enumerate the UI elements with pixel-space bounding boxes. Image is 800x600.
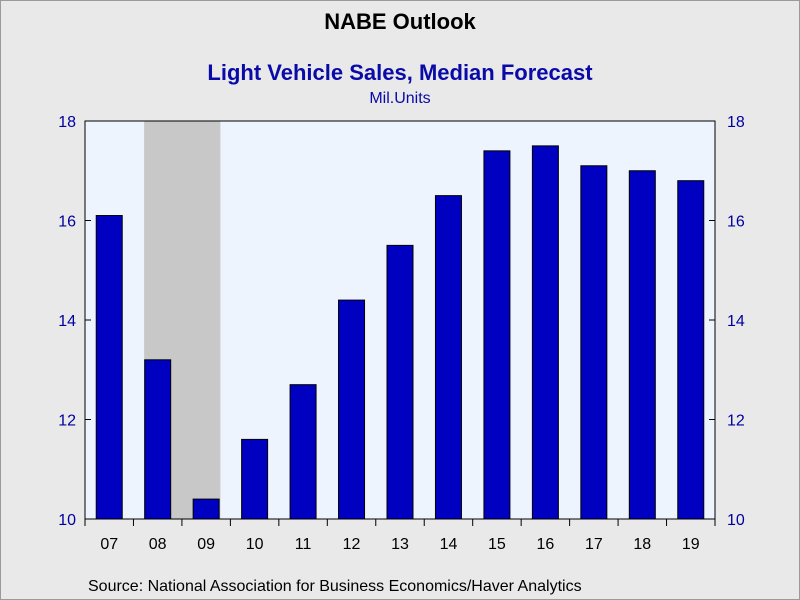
source-note: Source: National Association for Busines… <box>88 578 582 595</box>
x-axis: 07 08 09 10 11 12 13 14 15 16 17 18 19 <box>84 519 716 553</box>
bar-14 <box>434 195 462 520</box>
x-tick-label: 10 <box>246 536 264 553</box>
bar-10 <box>241 438 269 520</box>
x-tick-label: 11 <box>295 536 312 553</box>
left-tick-label: 14 <box>58 313 76 330</box>
x-tick-label: 15 <box>488 536 506 553</box>
x-tick-label: 14 <box>440 536 458 553</box>
x-tick-label: 09 <box>197 536 215 553</box>
bar-08 <box>144 359 172 520</box>
chart-units-label: Mil.Units <box>369 90 431 107</box>
right-tick-label: 18 <box>727 114 745 131</box>
chart-subtitle: Light Vehicle Sales, Median Forecast <box>207 60 593 85</box>
bar-12 <box>338 299 366 520</box>
bar-07 <box>95 215 123 520</box>
right-tick-label: 12 <box>727 413 745 430</box>
x-tick-label: 07 <box>100 536 118 553</box>
x-tick-label: 18 <box>633 536 651 553</box>
bars-group <box>95 145 705 520</box>
bar-19 <box>677 180 705 520</box>
bar-11 <box>289 384 317 520</box>
left-tick-label: 18 <box>58 114 76 131</box>
x-tick-label: 16 <box>536 536 554 553</box>
x-tick-label: 13 <box>391 536 409 553</box>
bar-13 <box>386 244 414 520</box>
bar-17 <box>580 165 608 520</box>
x-tick-label: 08 <box>149 536 167 553</box>
bar-09 <box>192 498 220 520</box>
left-tick-label: 12 <box>58 413 76 430</box>
bar-18 <box>628 170 656 520</box>
left-y-axis: 10 12 14 16 18 <box>58 114 91 529</box>
right-tick-label: 10 <box>727 512 745 529</box>
right-tick-label: 16 <box>727 214 745 231</box>
left-tick-label: 10 <box>58 512 76 529</box>
right-y-axis: 10 12 14 16 18 <box>709 114 745 529</box>
chart-title: NABE Outlook <box>324 9 476 34</box>
x-tick-label: 19 <box>682 536 700 553</box>
bar-15 <box>483 150 511 520</box>
x-tick-label: 17 <box>585 536 603 553</box>
right-tick-label: 14 <box>727 313 745 330</box>
left-tick-label: 16 <box>58 214 76 231</box>
bar-16 <box>531 145 559 520</box>
x-tick-label: 12 <box>343 536 361 553</box>
